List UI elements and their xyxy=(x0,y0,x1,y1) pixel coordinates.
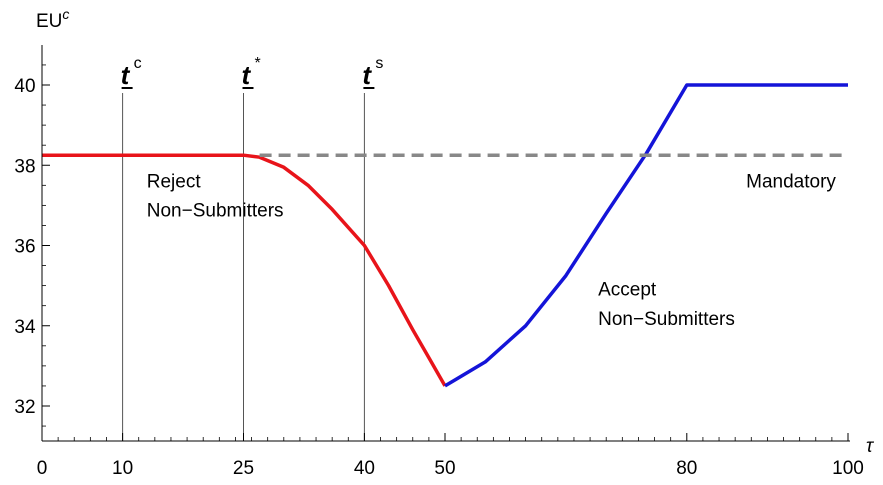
series-line xyxy=(444,83,848,388)
y-axis-title-sup: c xyxy=(62,6,69,22)
x-tick-label: 100 xyxy=(832,458,864,479)
x-tick-label: 80 xyxy=(676,458,697,479)
annotation-label: Non−Submitters xyxy=(598,309,735,330)
x-tick-label: 50 xyxy=(434,458,455,479)
vertical-lines: t c t * t s xyxy=(121,55,383,441)
vertical-line-label: t xyxy=(242,60,252,90)
y-tick-label: 36 xyxy=(14,237,35,258)
vertical-line-label-sup: s xyxy=(375,55,383,72)
annotation-label: Reject xyxy=(147,171,202,192)
vertical-line-label-sup: c xyxy=(134,55,142,72)
y-axis-title: EUc xyxy=(36,6,69,32)
vertical-line-label: t xyxy=(362,60,372,90)
y-tick-label: 34 xyxy=(14,317,36,338)
annotation-label: Non−Submitters xyxy=(147,201,284,222)
annotations: Reject Non−Submitters Mandatory Accept Non−S… xyxy=(147,171,837,330)
x-tick-label: 40 xyxy=(354,458,375,479)
ticks: 0 10 25 40 50 80 100 32 34 36 38 40 xyxy=(14,64,864,479)
y-tick-label: 38 xyxy=(14,156,35,177)
annotation-label: Accept xyxy=(598,280,657,301)
series-group xyxy=(42,83,848,388)
vertical-line-label: t xyxy=(121,60,131,90)
y-axis-title-main: EU xyxy=(36,11,62,32)
x-tick-label: 10 xyxy=(112,458,133,479)
y-tick-label: 40 xyxy=(14,76,35,97)
series-line xyxy=(42,153,447,387)
x-tick-label: 0 xyxy=(37,458,48,479)
annotation-label: Mandatory xyxy=(746,171,836,192)
vertical-line-label-sup: * xyxy=(255,55,261,72)
x-tick-label: 25 xyxy=(233,458,254,479)
x-axis-title: τ xyxy=(866,436,875,457)
y-tick-label: 32 xyxy=(14,397,35,418)
axes xyxy=(41,45,850,442)
